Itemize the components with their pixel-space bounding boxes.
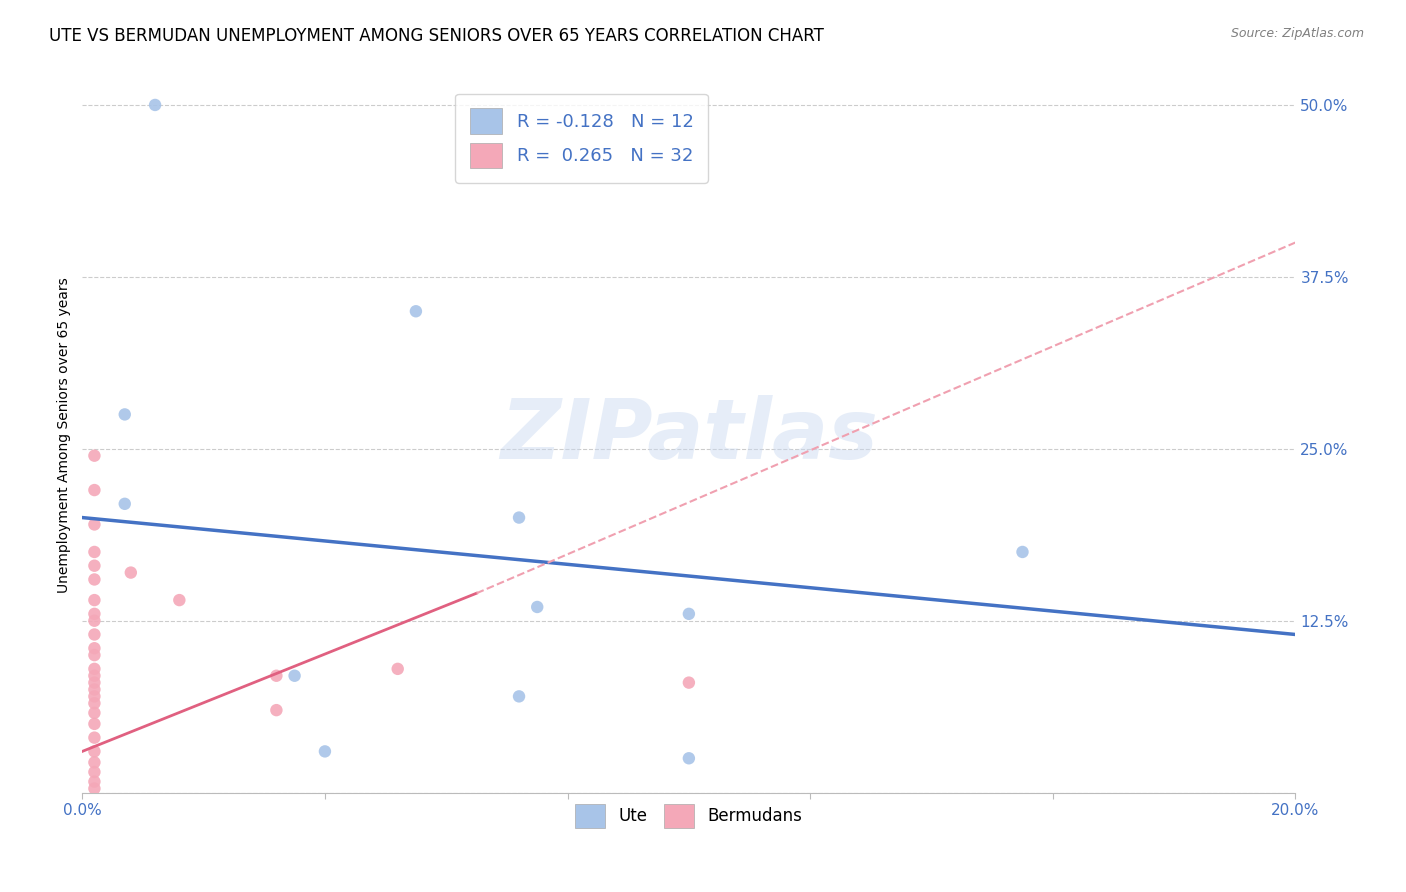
Point [83, 627, 105, 641]
Point [405, 304, 427, 318]
Point [83, 696, 105, 710]
Point [83, 558, 105, 573]
Point [83, 706, 105, 720]
Point [83, 717, 105, 731]
Point [83, 641, 105, 656]
Point [83, 675, 105, 690]
Y-axis label: Unemployment Among Seniors over 65 years: Unemployment Among Seniors over 65 years [58, 277, 72, 593]
Point [678, 607, 700, 621]
Point [83, 764, 105, 779]
Point [83, 781, 105, 796]
Point [83, 669, 105, 683]
Point [83, 756, 105, 770]
Point [83, 607, 105, 621]
Point [314, 744, 336, 758]
Point [83, 483, 105, 497]
Point [83, 573, 105, 587]
Text: ZIPatlas: ZIPatlas [501, 394, 877, 475]
Text: Source: ZipAtlas.com: Source: ZipAtlas.com [1230, 27, 1364, 40]
Point [83, 648, 105, 662]
Point [83, 449, 105, 463]
Point [678, 675, 700, 690]
Point [266, 669, 288, 683]
Point [83, 593, 105, 607]
Point [678, 751, 700, 765]
Point [1011, 545, 1033, 559]
Point [83, 744, 105, 758]
Point [83, 774, 105, 789]
Point [143, 98, 166, 112]
Point [508, 510, 530, 524]
Point [120, 566, 142, 580]
Point [83, 690, 105, 704]
Point [83, 614, 105, 628]
Point [83, 545, 105, 559]
Point [169, 593, 191, 607]
Point [83, 517, 105, 532]
Point [83, 682, 105, 697]
Point [508, 690, 530, 704]
Point [284, 669, 307, 683]
Point [83, 731, 105, 745]
Point [526, 599, 548, 614]
Legend: Ute, Bermudans: Ute, Bermudans [568, 797, 808, 834]
Text: UTE VS BERMUDAN UNEMPLOYMENT AMONG SENIORS OVER 65 YEARS CORRELATION CHART: UTE VS BERMUDAN UNEMPLOYMENT AMONG SENIO… [49, 27, 824, 45]
Point [114, 497, 136, 511]
Point [114, 408, 136, 422]
Point [266, 703, 288, 717]
Point [387, 662, 409, 676]
Point [83, 662, 105, 676]
